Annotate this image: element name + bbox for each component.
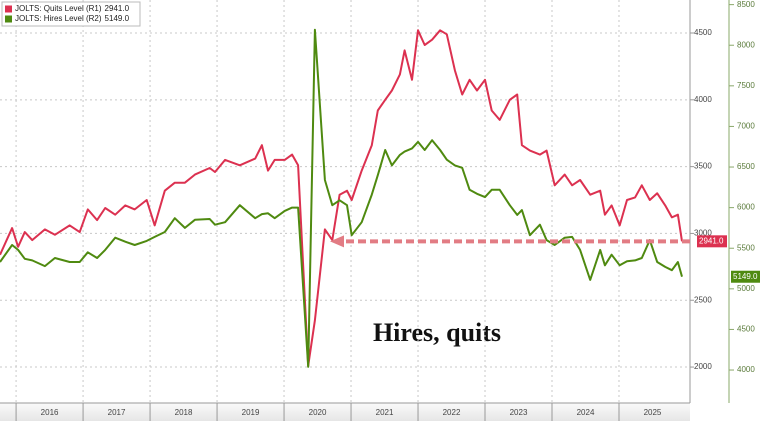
x-axis-band [0,403,690,421]
legend-value: 5149.0 [105,14,130,23]
legend-swatch [5,15,12,23]
x-tick-label: 2017 [108,408,126,417]
y2-tick-label: 5500 [737,243,755,252]
legend-box [1,1,141,27]
annotation: Hires, quits [373,318,501,347]
y-tick-label: 4000 [694,95,712,104]
x-tick-label: 2019 [242,408,260,417]
legend-label: JOLTS: Hires Level (R2) [15,14,102,23]
y-tick-label: 2000 [694,362,712,371]
y2-tick-label: 4000 [737,365,755,374]
last-value-tag [731,270,760,283]
grid [0,0,690,403]
x-tick-label: 2016 [41,408,59,417]
y2-tick-label: 5000 [737,284,755,293]
x-tick-label: 2018 [175,408,193,417]
y-tick-label: 3500 [694,162,712,171]
legend-value: 2941.0 [105,4,130,13]
y-tick-label: 3000 [694,229,712,238]
y2-tick-label: 7000 [737,122,755,131]
y2-tick-label: 7500 [737,81,755,90]
y2-tick-label: 6500 [737,162,755,171]
y-tick-label: 4500 [694,28,712,37]
legend-label: JOLTS: Quits Level (R1) [15,4,102,13]
series-line [0,28,683,368]
x-tick-label: 2023 [510,408,528,417]
x-tick-label: 2025 [644,408,662,417]
y2-tick-label: 6000 [737,203,755,212]
last-value-label: 5149.0 [733,272,758,281]
arrow-head [330,235,344,248]
y2-tick-label: 8000 [737,40,755,49]
series-line [0,29,683,367]
x-tick-label: 2021 [376,408,394,417]
y2-tick-label: 4500 [737,325,755,334]
y2-tick-label: 8500 [737,0,755,9]
last-value-tag [697,235,727,248]
legend-swatch [5,5,12,13]
x-tick-label: 2024 [577,408,595,417]
y-tick-label: 2500 [694,295,712,304]
last-value-label: 2941.0 [699,236,724,245]
x-tick-label: 2020 [309,408,327,417]
x-tick-label: 2022 [443,408,461,417]
